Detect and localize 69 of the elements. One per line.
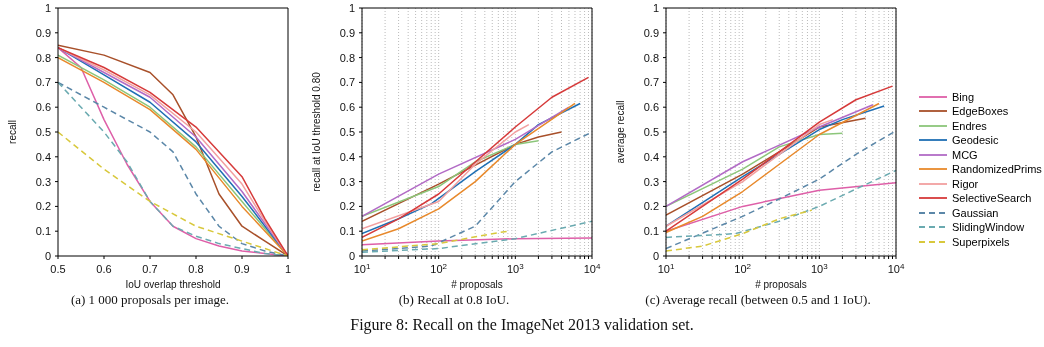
x-tick-label: 10$^{1}$ bbox=[657, 261, 675, 275]
y-tick-label: 0.9 bbox=[339, 26, 355, 39]
legend-label: RandomizedPrims bbox=[952, 163, 1042, 175]
y-tick-label: 0.4 bbox=[35, 150, 51, 163]
y-tick-label: 0.5 bbox=[35, 126, 51, 138]
y-tick-label: 0.5 bbox=[339, 126, 355, 138]
x-axis-title: IoU overlap threshold bbox=[125, 279, 221, 290]
x-tick-label: 0.9 bbox=[234, 263, 250, 275]
x-tick-label: 10$^{3}$ bbox=[506, 261, 525, 275]
x-tick-label: 10$^{2}$ bbox=[430, 261, 448, 275]
y-tick-label: 0.4 bbox=[339, 150, 355, 163]
y-tick-label: 0.1 bbox=[339, 225, 355, 238]
y-tick-label: 0.8 bbox=[643, 51, 659, 64]
y-tick-label: 0.6 bbox=[35, 101, 51, 114]
y-tick-label: 1 bbox=[44, 2, 51, 14]
y-tick-label: 0.6 bbox=[339, 101, 355, 114]
legend-label: EdgeBoxes bbox=[952, 105, 1009, 117]
legend-label: SelectiveSearch bbox=[952, 192, 1032, 204]
x-tick-label: 1 bbox=[284, 263, 292, 275]
text: (c) Average recall (between 0.5 and 1 IoU). bbox=[645, 292, 871, 308]
y-tick-label: 0.7 bbox=[643, 76, 659, 89]
caption: Figure 8: Recall on the ImageNet 2013 validation set. bbox=[349, 316, 695, 334]
legend-label: MCG bbox=[952, 148, 978, 161]
y-tick-label: 0.9 bbox=[35, 26, 51, 39]
y-tick-label: 0.8 bbox=[339, 51, 355, 64]
line-series bbox=[362, 237, 592, 246]
x-tick-label: 0.6 bbox=[96, 263, 112, 275]
y-tick-label: 0.8 bbox=[35, 51, 51, 64]
x-tick-label: 0.7 bbox=[142, 263, 158, 275]
y-tick-label: 0 bbox=[348, 250, 355, 262]
y-tick-label: 0.5 bbox=[643, 126, 659, 138]
y-tick-label: 0.9 bbox=[643, 26, 659, 39]
x-tick-label: 10$^{2}$ bbox=[734, 261, 752, 275]
legend-label: Gaussian bbox=[952, 206, 999, 219]
line-series bbox=[666, 182, 896, 232]
x-tick-label: 10$^{1}$ bbox=[353, 261, 371, 275]
y-tick-label: 0.4 bbox=[643, 150, 659, 163]
legend-label: Endres bbox=[952, 119, 987, 132]
y-tick-label: 0.1 bbox=[643, 225, 659, 238]
y-axis-title: average recall bbox=[614, 100, 626, 164]
y-tick-label: 0.3 bbox=[35, 175, 51, 188]
legend-label: Superpixels bbox=[952, 235, 1010, 248]
legend-label: Geodesic bbox=[952, 134, 999, 146]
y-tick-label: 0.2 bbox=[643, 200, 659, 213]
y-tick-label: 0 bbox=[44, 250, 51, 262]
y-axis-title: recall bbox=[6, 120, 18, 144]
legend-label: Rigor bbox=[952, 177, 979, 190]
legend-label: SlidingWindow bbox=[952, 221, 1025, 233]
y-tick-label: 1 bbox=[652, 2, 659, 14]
x-tick-label: 10$^{3}$ bbox=[810, 261, 829, 275]
x-axis-title: # proposals bbox=[451, 279, 503, 290]
y-tick-label: 0.2 bbox=[339, 200, 355, 213]
x-tick-label: 0.8 bbox=[188, 263, 204, 275]
y-tick-label: 0.3 bbox=[643, 175, 659, 188]
text: (a) 1 000 proposals per image. bbox=[70, 292, 230, 308]
y-tick-label: 0.1 bbox=[35, 225, 51, 238]
legend-label: Bing bbox=[952, 90, 975, 103]
y-tick-label: 0.7 bbox=[35, 76, 51, 89]
y-tick-label: 1 bbox=[348, 2, 355, 14]
y-tick-label: 0.3 bbox=[339, 175, 355, 188]
x-tick-label: 10$^{4}$ bbox=[887, 261, 905, 275]
text: (b) Recall at 0.8 IoU. bbox=[398, 292, 510, 308]
y-axis-title: recall at IoU threshold 0.80 bbox=[310, 71, 322, 192]
x-axis-title: # proposals bbox=[755, 279, 807, 290]
y-tick-label: 0.6 bbox=[643, 101, 659, 114]
y-tick-label: 0.7 bbox=[339, 76, 355, 89]
y-tick-label: 0 bbox=[652, 250, 659, 262]
y-tick-label: 0.2 bbox=[35, 200, 51, 213]
x-tick-label: 10$^{4}$ bbox=[583, 261, 601, 275]
